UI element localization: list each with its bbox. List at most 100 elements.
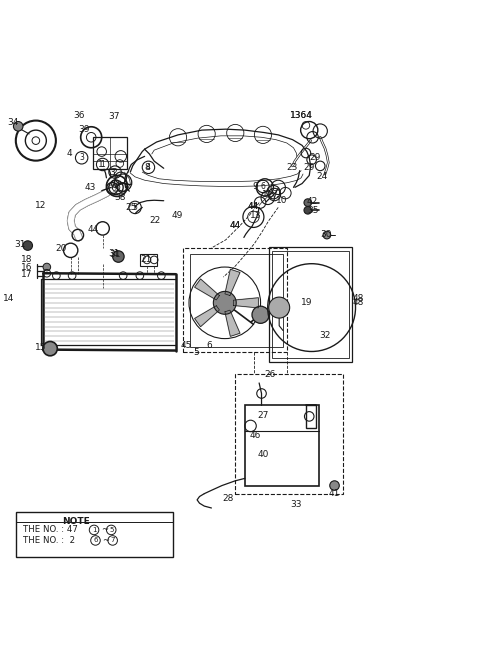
Text: 3: 3 <box>79 153 84 163</box>
Text: 6: 6 <box>206 341 212 350</box>
Text: 7: 7 <box>109 182 115 191</box>
Text: 5: 5 <box>109 527 113 533</box>
Bar <box>245 405 319 486</box>
Bar <box>93 137 128 169</box>
Text: 42: 42 <box>307 197 318 206</box>
Text: 10: 10 <box>276 196 288 205</box>
Text: 6: 6 <box>261 182 265 191</box>
Text: 30: 30 <box>320 229 332 239</box>
Bar <box>190 254 283 347</box>
Text: 24: 24 <box>316 173 328 181</box>
Text: ~: ~ <box>101 525 108 535</box>
Circle shape <box>13 122 23 131</box>
Circle shape <box>213 292 236 314</box>
Polygon shape <box>194 305 219 327</box>
Bar <box>16 512 173 557</box>
Text: 43: 43 <box>84 183 96 192</box>
Text: 38: 38 <box>114 194 126 202</box>
Circle shape <box>323 231 331 239</box>
Polygon shape <box>225 310 240 336</box>
Text: 15: 15 <box>35 343 47 352</box>
Text: 40: 40 <box>257 450 269 459</box>
Circle shape <box>23 241 33 251</box>
Circle shape <box>43 342 57 356</box>
Text: 44: 44 <box>248 202 259 211</box>
Text: 36: 36 <box>73 111 84 120</box>
Text: 7: 7 <box>272 190 277 199</box>
Text: 31: 31 <box>109 250 121 258</box>
Text: 25: 25 <box>126 203 137 212</box>
Polygon shape <box>225 269 240 295</box>
Text: 1: 1 <box>92 527 96 533</box>
Text: 17: 17 <box>21 270 32 279</box>
Text: 1: 1 <box>98 160 104 169</box>
Circle shape <box>304 206 312 214</box>
Text: 33: 33 <box>290 500 302 509</box>
Bar <box>306 405 316 428</box>
Text: 4: 4 <box>146 163 151 172</box>
Polygon shape <box>233 297 258 308</box>
Text: 7: 7 <box>110 537 115 543</box>
Text: 5: 5 <box>193 348 199 358</box>
Text: 3: 3 <box>109 168 115 176</box>
Text: THE NO. :  2: THE NO. : 2 <box>23 536 78 545</box>
Text: 9: 9 <box>252 182 258 191</box>
Text: 12: 12 <box>35 201 46 210</box>
Text: 44: 44 <box>229 221 241 230</box>
Text: 37: 37 <box>108 112 120 121</box>
Text: 27: 27 <box>257 411 269 420</box>
Text: 32: 32 <box>319 330 331 340</box>
Text: 8: 8 <box>144 163 150 172</box>
Bar <box>235 374 343 494</box>
Text: 28: 28 <box>222 494 234 503</box>
Bar <box>183 248 287 352</box>
Text: 23: 23 <box>286 163 297 172</box>
Text: 4: 4 <box>66 149 72 159</box>
Text: 44: 44 <box>229 221 241 230</box>
Text: 35: 35 <box>307 206 318 215</box>
Bar <box>273 251 349 358</box>
Bar <box>269 247 352 362</box>
Text: 6: 6 <box>93 537 98 543</box>
Text: 14: 14 <box>3 293 14 303</box>
Text: 22: 22 <box>149 216 161 225</box>
Text: 31: 31 <box>108 249 120 258</box>
Text: 21: 21 <box>140 255 151 264</box>
Circle shape <box>304 199 312 206</box>
Text: 49: 49 <box>171 211 183 219</box>
Text: 1: 1 <box>100 160 105 169</box>
Circle shape <box>330 481 339 490</box>
Text: 1364: 1364 <box>290 111 312 120</box>
Circle shape <box>113 251 124 262</box>
Circle shape <box>43 263 50 271</box>
Text: 41: 41 <box>329 489 340 498</box>
Text: 34: 34 <box>8 118 19 128</box>
Text: 11: 11 <box>262 190 274 199</box>
Text: 13: 13 <box>250 212 261 221</box>
Text: 29: 29 <box>303 163 315 172</box>
Text: NOTE: NOTE <box>62 517 89 525</box>
Text: 26: 26 <box>264 370 276 379</box>
Text: 1364: 1364 <box>290 111 312 120</box>
Text: 48: 48 <box>353 298 364 307</box>
Text: 20: 20 <box>56 244 67 253</box>
Text: 48: 48 <box>353 293 364 303</box>
Text: 16: 16 <box>21 263 32 272</box>
Text: 18: 18 <box>21 255 32 264</box>
Circle shape <box>252 306 269 323</box>
Text: 31: 31 <box>14 240 25 249</box>
Text: 29: 29 <box>310 153 321 163</box>
Text: 45: 45 <box>181 341 192 350</box>
Polygon shape <box>194 279 219 300</box>
Text: 19: 19 <box>301 298 312 307</box>
Text: 5: 5 <box>132 203 138 212</box>
Text: ~: ~ <box>102 536 109 545</box>
Text: 2: 2 <box>113 168 118 176</box>
Text: 44: 44 <box>87 225 99 234</box>
Text: 46: 46 <box>250 431 261 440</box>
Circle shape <box>218 296 231 309</box>
Circle shape <box>269 297 289 318</box>
Text: 39: 39 <box>78 125 89 134</box>
Text: 44: 44 <box>248 202 259 211</box>
Text: THE NO. : 47: THE NO. : 47 <box>23 525 81 535</box>
